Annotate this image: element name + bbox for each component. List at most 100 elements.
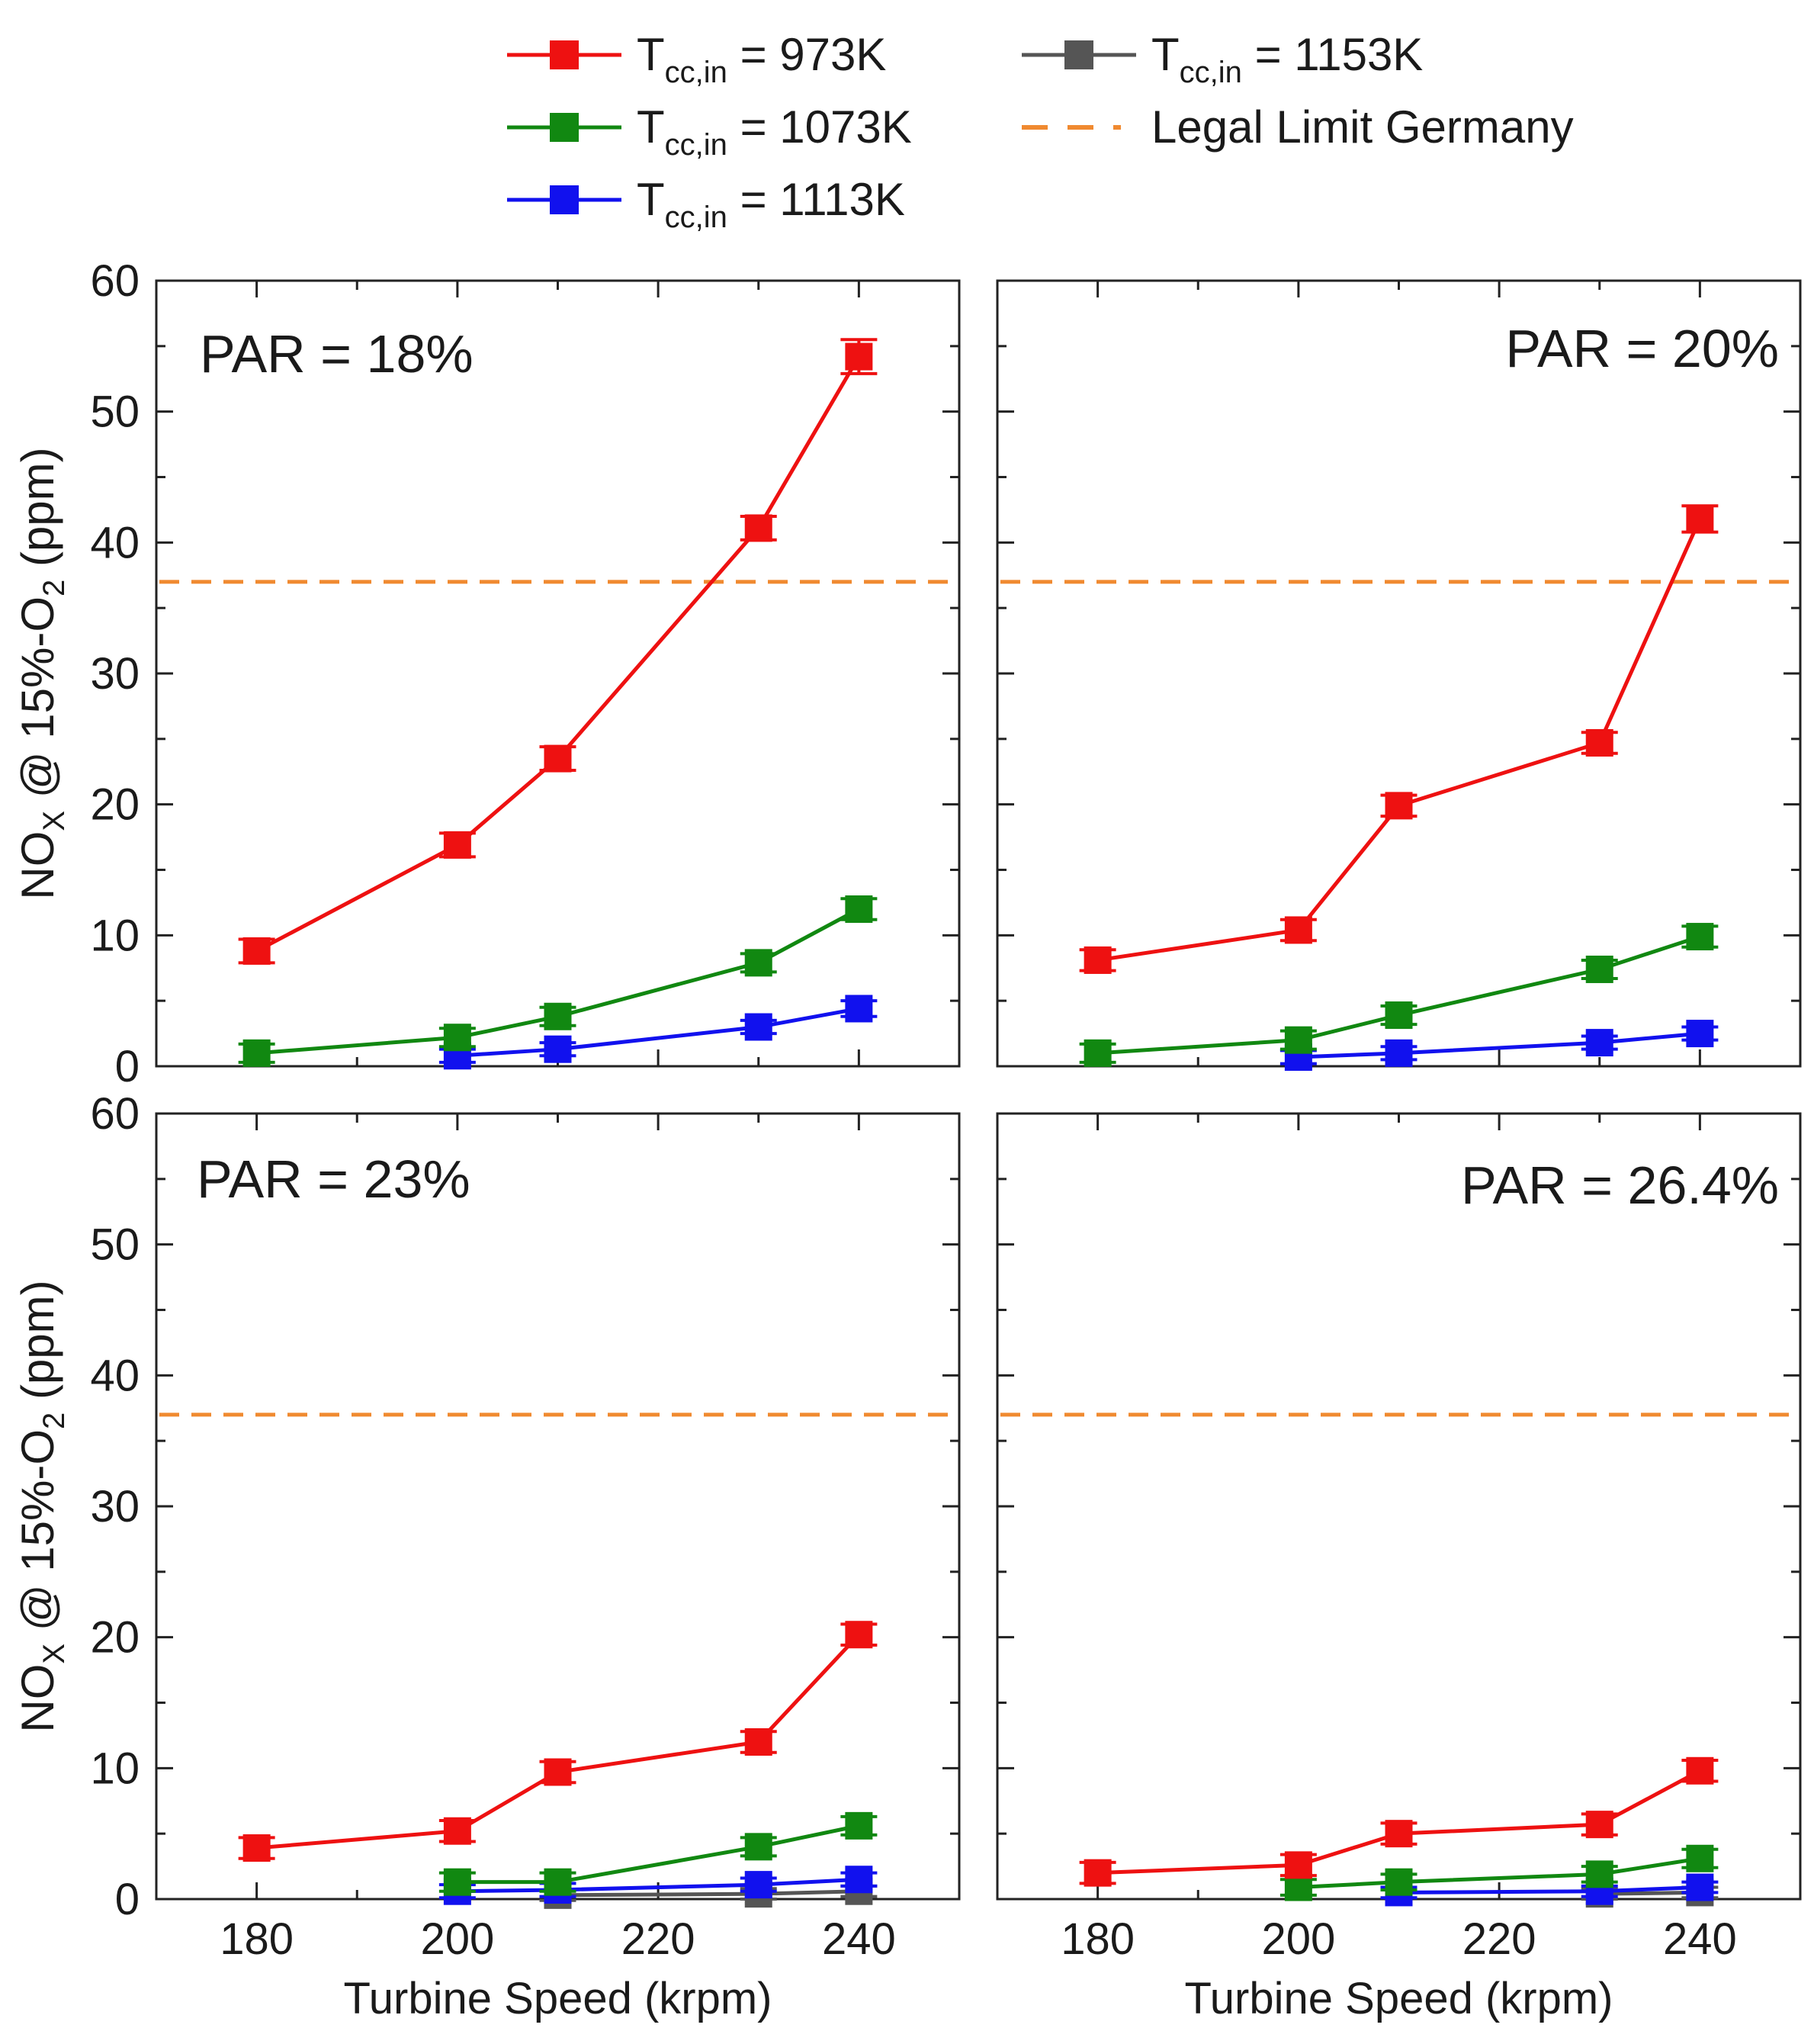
x-axis-title: Turbine Speed (krpm)	[1185, 1974, 1613, 2023]
legend-label-main: T	[1151, 29, 1180, 80]
y-tick-label: 30	[90, 1482, 140, 1531]
data-point	[1686, 1020, 1714, 1048]
y-axis-title-subscript: 2	[37, 580, 71, 596]
x-axis-title: Turbine Speed (krpm)	[344, 1974, 772, 2023]
series-1073K	[438, 1811, 878, 1896]
data-point	[1585, 1860, 1613, 1888]
square-icon	[550, 113, 579, 142]
data-point	[443, 1024, 471, 1052]
data-point	[744, 949, 772, 977]
data-point	[845, 995, 873, 1023]
legend-label: Tcc,in = 1113K	[637, 174, 905, 234]
data-point	[242, 1039, 271, 1067]
y-axis-title: NOX @ 15%-O2 (ppm)	[12, 447, 71, 899]
panel-annotation: PAR = 26.4%	[1461, 1155, 1779, 1215]
data-point	[1284, 916, 1312, 944]
legend-label: Tcc,in = 1073K	[637, 101, 912, 162]
y-tick-label: 40	[90, 1351, 140, 1400]
x-tick-label: 180	[1061, 1914, 1135, 1964]
chart-panels: 0 10 20 30 40 50 60 NOX @ 15%-O2 (ppm) PAR = 18%…	[12, 256, 1802, 2023]
series-line	[255, 355, 861, 953]
data-point	[1284, 1026, 1312, 1054]
data-point	[1385, 1001, 1413, 1030]
y-axis-title-main: NO	[12, 1664, 63, 1733]
legend-entry: Tcc,in = 1073K	[507, 101, 912, 162]
y-tick-label: 60	[90, 256, 140, 306]
y-axis-title-subscript: 2	[37, 1412, 71, 1429]
plot-frame	[996, 279, 1802, 1068]
series-1113K	[438, 995, 878, 1070]
legend-label-main: T	[637, 174, 665, 225]
data-point	[242, 937, 271, 965]
chart-panel: PAR = 20%	[996, 279, 1802, 1071]
data-point	[1084, 1859, 1112, 1887]
legend-label-subscript: cc,in	[665, 201, 727, 234]
data-point	[443, 831, 471, 859]
series-line	[457, 1877, 859, 1894]
data-point	[544, 1758, 572, 1786]
legend-entry: Legal Limit Germany	[1022, 101, 1574, 153]
legend-label-main: T	[637, 101, 665, 153]
data-point	[845, 1866, 873, 1894]
y-axis-title-unit: (ppm)	[12, 447, 63, 579]
y-tick-label: 20	[90, 780, 140, 830]
data-point	[845, 895, 873, 923]
data-point	[544, 1868, 572, 1896]
data-point	[845, 1621, 873, 1649]
legend-entry: Tcc,in = 1113K	[507, 174, 905, 234]
panel-annotation: PAR = 18%	[200, 324, 474, 384]
y-tick-label: 20	[90, 1613, 140, 1663]
series-line	[557, 1889, 859, 1898]
legend-label-subscript: cc,in	[1180, 56, 1242, 89]
x-tick-label: 200	[1261, 1914, 1335, 1964]
data-point	[744, 514, 772, 542]
series-line	[457, 1007, 859, 1058]
legend-label-main: Legal Limit Germany	[1151, 101, 1574, 153]
x-tick-label: 200	[420, 1914, 494, 1964]
panel-annotation: PAR = 23%	[197, 1149, 470, 1209]
legend-label: Tcc,in = 1153K	[1151, 29, 1423, 89]
data-point	[1686, 1756, 1714, 1785]
y-tick-label: 50	[90, 1220, 140, 1270]
data-point	[1284, 1851, 1312, 1879]
y-tick-label: 0	[115, 1875, 140, 1924]
y-axis-title-subscript: X	[37, 1644, 71, 1664]
data-point	[1585, 1029, 1613, 1057]
series-1113K	[1380, 1873, 1719, 1907]
legend-label-value: = 1073K	[727, 101, 912, 153]
data-point	[1084, 1039, 1112, 1067]
panel-annotation: PAR = 20%	[1505, 319, 1779, 378]
y-tick-label: 10	[90, 911, 140, 960]
data-point	[1686, 505, 1714, 533]
chart-panel: 0 10 20 30 40 50 60 NOX @ 15%-O2 (ppm) PAR = 18%	[12, 256, 961, 1091]
y-tick-label: 30	[90, 649, 140, 699]
data-point	[1084, 946, 1112, 974]
data-point	[242, 1834, 271, 1862]
legend-label-value: = 1153K	[1242, 29, 1423, 80]
legend-label-main: T	[637, 29, 665, 80]
data-point	[1686, 1873, 1714, 1901]
data-point	[443, 1817, 471, 1845]
y-axis-title-unit: (ppm)	[12, 1280, 63, 1412]
legend-entry: Tcc,in = 973K	[507, 29, 886, 89]
data-point	[1385, 1039, 1413, 1067]
y-tick-label: 50	[90, 387, 140, 437]
data-point	[1385, 792, 1413, 820]
data-point	[544, 744, 572, 773]
series-973K	[1079, 504, 1719, 974]
data-point	[1686, 1844, 1714, 1872]
chart-panel: 0 10 20 30 40 50 60 NOX @ 15%-O2 (ppm) 180 200 220…	[12, 1089, 961, 2023]
legend-label: Tcc,in = 973K	[637, 29, 886, 89]
series-1073K	[1279, 1844, 1719, 1901]
y-axis-title-main: NO	[12, 831, 63, 900]
y-tick-label: 40	[90, 518, 140, 567]
data-point	[544, 1035, 572, 1063]
chart-panel: 180 200 220 240 Turbine Speed (krpm) PAR = 26…	[996, 1112, 1802, 2023]
legend-entry: Tcc,in = 1153K	[1022, 29, 1423, 89]
data-point	[1385, 1820, 1413, 1848]
series-line	[457, 1824, 859, 1885]
y-axis-title-subscript: X	[37, 811, 71, 831]
data-point	[1686, 923, 1714, 951]
plot-frame	[155, 279, 961, 1068]
